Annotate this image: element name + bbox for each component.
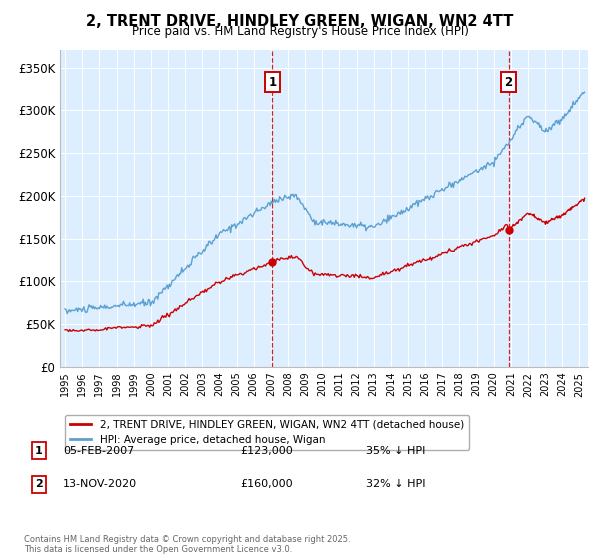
- Text: Contains HM Land Registry data © Crown copyright and database right 2025.
This d: Contains HM Land Registry data © Crown c…: [24, 535, 350, 554]
- Text: 13-NOV-2020: 13-NOV-2020: [63, 479, 137, 489]
- Text: 2: 2: [35, 479, 43, 489]
- Text: 2: 2: [505, 76, 512, 88]
- Text: 2, TRENT DRIVE, HINDLEY GREEN, WIGAN, WN2 4TT: 2, TRENT DRIVE, HINDLEY GREEN, WIGAN, WN…: [86, 14, 514, 29]
- Text: 1: 1: [35, 446, 43, 456]
- Text: 35% ↓ HPI: 35% ↓ HPI: [366, 446, 425, 456]
- Text: 1: 1: [268, 76, 277, 88]
- Text: Price paid vs. HM Land Registry's House Price Index (HPI): Price paid vs. HM Land Registry's House …: [131, 25, 469, 38]
- Text: £123,000: £123,000: [240, 446, 293, 456]
- Legend: 2, TRENT DRIVE, HINDLEY GREEN, WIGAN, WN2 4TT (detached house), HPI: Average pri: 2, TRENT DRIVE, HINDLEY GREEN, WIGAN, WN…: [65, 414, 469, 450]
- Text: £160,000: £160,000: [240, 479, 293, 489]
- Text: 05-FEB-2007: 05-FEB-2007: [63, 446, 134, 456]
- Text: 32% ↓ HPI: 32% ↓ HPI: [366, 479, 425, 489]
